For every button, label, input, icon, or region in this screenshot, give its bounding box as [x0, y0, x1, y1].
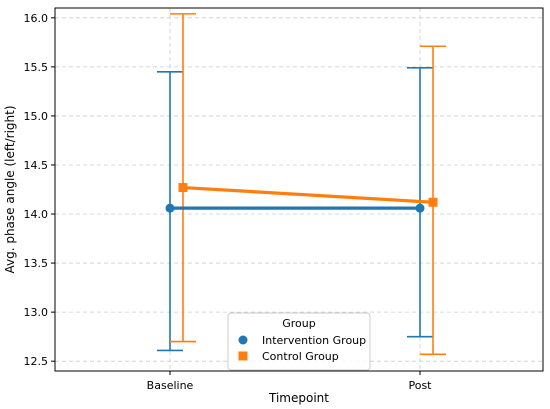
plot-frame [54, 7, 544, 372]
data-point [178, 183, 188, 193]
x-axis: Baseline Post [147, 371, 432, 392]
y-tick-label: 13.5 [24, 257, 49, 270]
y-tick-label: 14.0 [24, 208, 49, 221]
x-tick-label: Baseline [147, 379, 194, 392]
legend-label: Control Group [262, 350, 339, 363]
series-line-control [182, 185, 434, 204]
legend-box [227, 312, 371, 371]
legend-label: Intervention Group [262, 334, 366, 347]
x-tick-label: Post [408, 379, 432, 392]
data-point [415, 203, 425, 213]
y-axis: 12.5 13.0 13.5 14.0 14.5 15.0 15.5 16.0 [24, 12, 55, 368]
y-tick-label: 15.5 [24, 61, 49, 74]
legend-items: Intervention Group Control Group [238, 334, 366, 363]
y-axis-label: Avg. phase angle (left/right) [3, 105, 17, 273]
y-tick-label: 15.0 [24, 110, 49, 123]
y-tick-label: 14.5 [24, 159, 49, 172]
legend-marker [238, 335, 248, 345]
y-tick-label: 16.0 [24, 12, 49, 25]
series-line-layer [170, 185, 434, 210]
errorbar-layer [157, 13, 446, 356]
legend: Group Intervention Group Control Group [227, 312, 371, 371]
y-tick-label: 13.0 [24, 306, 49, 319]
data-point [428, 197, 438, 207]
data-point [165, 203, 175, 213]
legend-marker [238, 351, 248, 361]
legend-title: Group [282, 317, 316, 330]
y-tick-label: 12.5 [24, 355, 49, 368]
marker-layer [165, 183, 438, 213]
x-axis-label: Timepoint [268, 391, 329, 405]
